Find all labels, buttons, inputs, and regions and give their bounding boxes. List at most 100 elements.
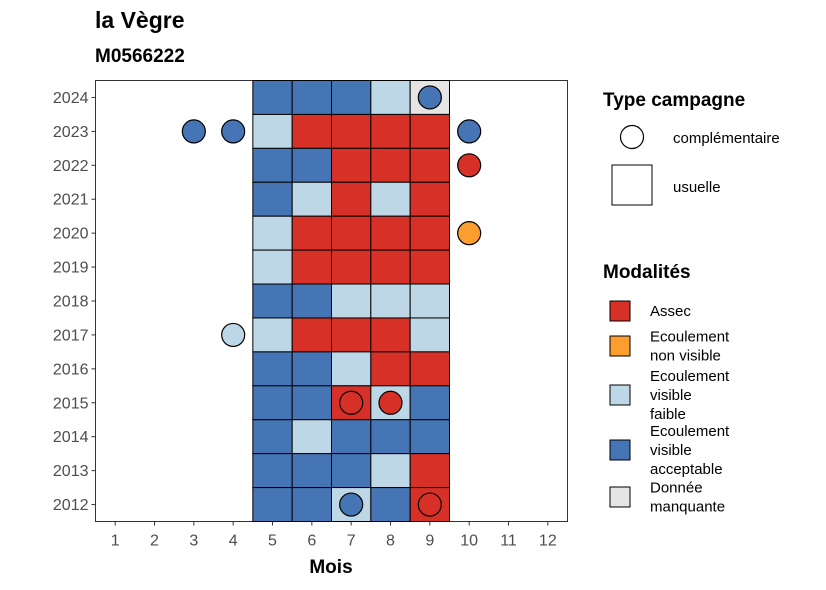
cell-2013-9	[409, 453, 450, 489]
usuelle-cells	[252, 80, 450, 523]
cell-2019-9	[409, 249, 450, 285]
legend-key-assec	[609, 300, 631, 322]
cell-2020-5	[252, 215, 293, 251]
legend-label-nonvisible: Ecoulement non visible	[650, 329, 730, 365]
point-2017-4	[221, 322, 246, 348]
cell-2023-6	[291, 113, 332, 149]
cell-2019-6	[291, 249, 332, 285]
point-2022-10	[457, 153, 482, 178]
legend-label-acceptable: Ecoulement visible acceptable	[650, 423, 730, 478]
cell-2014-8	[370, 419, 411, 455]
cell-2021-7	[331, 181, 372, 217]
cell-2016-5	[252, 351, 293, 387]
x-tick-label: 1	[111, 533, 120, 550]
cell-2014-9	[409, 419, 450, 455]
cell-2018-6	[291, 283, 332, 319]
cell-2024-7	[331, 80, 372, 115]
x-tick-label: 6	[307, 533, 316, 550]
point-2015-7	[339, 390, 364, 415]
x-tick-label: 10	[460, 533, 478, 550]
x-axis-title: Mois	[309, 557, 352, 578]
cell-2020-7	[331, 215, 372, 251]
cell-2018-7	[331, 283, 372, 319]
point-2024-9	[417, 85, 442, 110]
cell-2023-9	[409, 113, 450, 149]
cell-2015-5	[252, 385, 293, 421]
cell-2013-8	[370, 453, 411, 489]
x-tick-label: 9	[425, 533, 434, 550]
y-tick-label: 2013	[53, 463, 89, 480]
y-tick-label: 2018	[53, 294, 89, 311]
y-tick-label: 2015	[53, 395, 89, 412]
legend-title-type-campagne: Type campagne	[603, 90, 745, 111]
point-2023-4	[221, 119, 246, 144]
cell-2020-9	[409, 215, 450, 251]
cell-2017-7	[331, 317, 372, 353]
cell-2013-6	[291, 453, 332, 489]
cell-2017-6	[291, 317, 332, 353]
cell-2013-5	[252, 453, 293, 489]
complementaire-points	[181, 85, 482, 517]
cell-2022-8	[370, 147, 411, 183]
legend-key-manquante	[609, 486, 631, 508]
point-2012-7	[339, 492, 364, 517]
cell-2019-8	[370, 249, 411, 285]
y-tick-label: 2012	[53, 497, 89, 514]
y-tick-label: 2024	[53, 90, 89, 107]
cell-2022-7	[331, 147, 372, 183]
cell-2017-5	[252, 317, 293, 353]
cell-2014-5	[252, 419, 293, 455]
point-2023-3	[181, 119, 206, 144]
cell-2024-6	[291, 80, 332, 115]
cell-2015-9	[409, 385, 450, 421]
chart-title: la Vègre	[95, 7, 185, 33]
x-tick-label: 11	[500, 533, 517, 550]
cell-2015-6	[291, 385, 332, 421]
cell-2023-8	[370, 113, 411, 149]
legend-label-assec: Assec	[650, 303, 691, 320]
cell-2012-8	[370, 487, 411, 523]
cell-2021-8	[370, 181, 411, 217]
cell-2021-9	[409, 181, 450, 217]
x-tick-label: 4	[229, 533, 238, 550]
cell-2020-8	[370, 215, 411, 251]
cell-2023-5	[252, 113, 293, 149]
cell-2016-9	[409, 351, 450, 387]
cell-2017-8	[370, 317, 411, 353]
legend-key-usuelle	[611, 164, 653, 206]
y-tick-label: 2022	[53, 158, 89, 175]
legend-title-modalites: Modalités	[603, 262, 691, 283]
y-tick-label: 2017	[53, 327, 89, 344]
y-tick-label: 2014	[53, 429, 89, 446]
legend-key-acceptable	[609, 439, 631, 461]
cell-2021-5	[252, 181, 293, 217]
y-tick-label: 2021	[53, 192, 89, 209]
legend-key-complementaire	[619, 124, 645, 150]
cell-2014-7	[331, 419, 372, 455]
cell-2022-5	[252, 147, 293, 183]
legend-key-nonvisible	[609, 335, 631, 357]
x-tick-label: 7	[347, 533, 356, 550]
cell-2018-8	[370, 283, 411, 319]
cell-2024-5	[252, 80, 293, 115]
cell-2019-7	[331, 249, 372, 285]
y-tick-label: 2020	[53, 226, 89, 243]
x-tick-label: 3	[189, 533, 198, 550]
y-tick-label: 2019	[53, 260, 89, 277]
cell-2018-9	[409, 283, 450, 319]
cell-2018-5	[252, 283, 293, 319]
cell-2020-6	[291, 215, 332, 251]
cell-2022-6	[291, 147, 332, 183]
point-2012-9	[417, 492, 442, 517]
cell-2014-6	[291, 419, 332, 455]
cell-2019-5	[252, 249, 293, 285]
x-tick-label: 8	[386, 533, 395, 550]
cell-2013-7	[331, 453, 372, 489]
legend-label-faible: Ecoulement visible faible	[650, 368, 730, 423]
x-tick-label: 12	[539, 533, 557, 550]
x-tick-label: 2	[150, 533, 159, 550]
legend-key-faible	[609, 384, 631, 406]
x-axis: 1 2 3 4 5 6 7 8 9 10 11 12	[111, 521, 557, 550]
legend: Type campagne complémentaire usuelle Modali…	[603, 90, 780, 516]
point-2015-8	[378, 390, 403, 415]
